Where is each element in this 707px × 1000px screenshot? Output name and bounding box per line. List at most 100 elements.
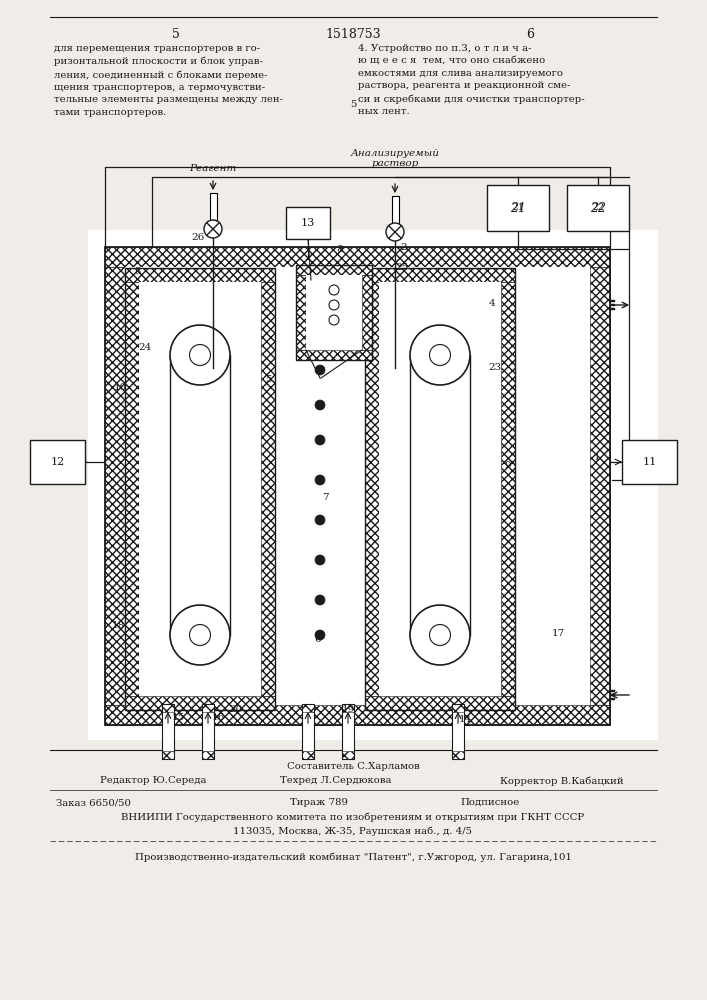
Text: 4. Устройство по п.3, о т л и ч а-
ю щ е е с я  тем, что оно снабжено
емкостями : 4. Устройство по п.3, о т л и ч а- ю щ е… [358, 44, 585, 116]
Bar [362, 275, 372, 350]
Bar [125, 267, 590, 705]
Text: Производственно-издательский комбинат "Патент", г.Ужгород, ул. Гагарина,101: Производственно-издательский комбинат "П… [134, 852, 571, 861]
Circle shape [315, 435, 325, 445]
Bar [105, 267, 125, 705]
Bar [302, 751, 314, 759]
Bar [379, 282, 501, 696]
Bar [342, 751, 354, 759]
Text: 16: 16 [211, 714, 225, 722]
Bar [296, 350, 372, 360]
Circle shape [315, 400, 325, 410]
Bar [365, 696, 515, 710]
Text: Редактор Ю.Середа: Редактор Ю.Середа [100, 776, 206, 785]
Circle shape [315, 555, 325, 565]
Text: Заказ 6650/50: Заказ 6650/50 [56, 798, 131, 807]
Circle shape [386, 223, 404, 241]
Text: 14: 14 [458, 716, 472, 724]
Text: 5: 5 [264, 375, 271, 384]
Bar [342, 704, 354, 712]
Circle shape [429, 624, 450, 646]
Bar [139, 282, 261, 696]
Bar [610, 308, 615, 310]
Text: 26: 26 [192, 232, 204, 241]
Bar [296, 265, 372, 275]
Bar [452, 751, 464, 759]
Bar [622, 440, 677, 484]
Circle shape [170, 325, 230, 385]
Text: 19: 19 [341, 706, 355, 714]
Text: 6: 6 [526, 28, 534, 41]
Bar [162, 751, 174, 759]
Text: 8: 8 [337, 245, 344, 254]
Bar [365, 268, 515, 282]
Bar [162, 704, 174, 712]
Bar [162, 704, 174, 759]
Bar [296, 265, 372, 360]
Text: 4: 4 [489, 298, 496, 308]
Text: 1518753: 1518753 [325, 28, 381, 41]
Text: 13: 13 [301, 218, 315, 228]
Bar [210, 193, 217, 220]
Bar [610, 300, 615, 302]
Text: 25: 25 [395, 263, 409, 272]
Circle shape [429, 344, 450, 365]
Text: 20: 20 [229, 706, 243, 714]
Circle shape [170, 605, 230, 665]
Text: 9: 9 [505, 460, 511, 470]
Bar [202, 751, 214, 759]
Circle shape [315, 595, 325, 605]
Bar [567, 185, 629, 231]
Bar [365, 268, 515, 710]
Circle shape [189, 624, 211, 646]
Bar [452, 704, 464, 712]
Bar [105, 247, 610, 267]
Bar [202, 704, 214, 712]
Text: 6: 6 [315, 636, 321, 645]
Text: Анализируемый
раствор: Анализируемый раствор [351, 149, 440, 168]
Circle shape [189, 344, 211, 365]
Bar [302, 704, 314, 712]
Bar [202, 704, 214, 759]
Text: 2: 2 [401, 243, 407, 252]
Circle shape [410, 605, 470, 665]
Bar [286, 207, 330, 239]
Circle shape [315, 630, 325, 640]
Text: Подписное: Подписное [460, 798, 519, 807]
Bar [125, 696, 275, 710]
Circle shape [410, 325, 470, 385]
Bar [610, 694, 615, 696]
Bar [261, 282, 275, 696]
Bar [392, 196, 399, 224]
Bar [590, 267, 610, 705]
Text: 113035, Москва, Ж-35, Раушская наб., д. 4/5: 113035, Москва, Ж-35, Раушская наб., д. … [233, 826, 472, 836]
Bar [125, 282, 139, 696]
Text: 17: 17 [551, 629, 565, 638]
Text: Реагент: Реагент [189, 164, 237, 173]
Bar [610, 690, 615, 692]
Bar [125, 268, 275, 282]
Bar [306, 275, 362, 350]
Text: для перемещения транспортеров в го-
ризонтальной плоскости и блок управ-
ления, : для перемещения транспортеров в го- ризо… [54, 44, 283, 117]
Circle shape [315, 475, 325, 485]
Text: 22: 22 [591, 204, 604, 213]
Bar [610, 304, 615, 306]
Bar [88, 230, 658, 740]
Text: Техред Л.Сердюкова: Техред Л.Сердюкова [280, 776, 392, 785]
Text: ВНИИПИ Государственного комитета по изобретениям и открытиям при ГКНТ СССР: ВНИИПИ Государственного комитета по изоб… [122, 813, 585, 822]
Text: 22: 22 [590, 202, 606, 215]
Text: 5: 5 [350, 100, 356, 109]
Text: Тираж 789: Тираж 789 [290, 798, 348, 807]
Text: 12: 12 [50, 457, 64, 467]
Text: Корректор В.Кабацкий: Корректор В.Кабацкий [500, 776, 624, 786]
Text: 21: 21 [510, 202, 526, 215]
Text: 24: 24 [139, 344, 151, 353]
Circle shape [204, 220, 222, 238]
Text: 7: 7 [322, 493, 328, 502]
Text: 5: 5 [172, 28, 180, 41]
Bar [30, 440, 85, 484]
Circle shape [315, 365, 325, 375]
Bar [342, 704, 354, 759]
Bar [105, 247, 610, 725]
Text: 21: 21 [511, 204, 525, 213]
Bar [452, 704, 464, 759]
